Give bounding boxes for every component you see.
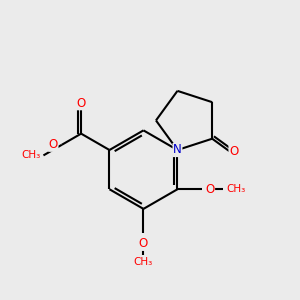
Text: O: O (49, 138, 58, 151)
Text: CH₃: CH₃ (134, 257, 153, 267)
Text: O: O (205, 183, 214, 196)
Text: O: O (76, 97, 86, 110)
Text: CH₃: CH₃ (226, 184, 245, 194)
Text: O: O (229, 145, 238, 158)
Text: N: N (173, 143, 182, 157)
Text: CH₃: CH₃ (22, 150, 41, 161)
Text: O: O (139, 237, 148, 250)
